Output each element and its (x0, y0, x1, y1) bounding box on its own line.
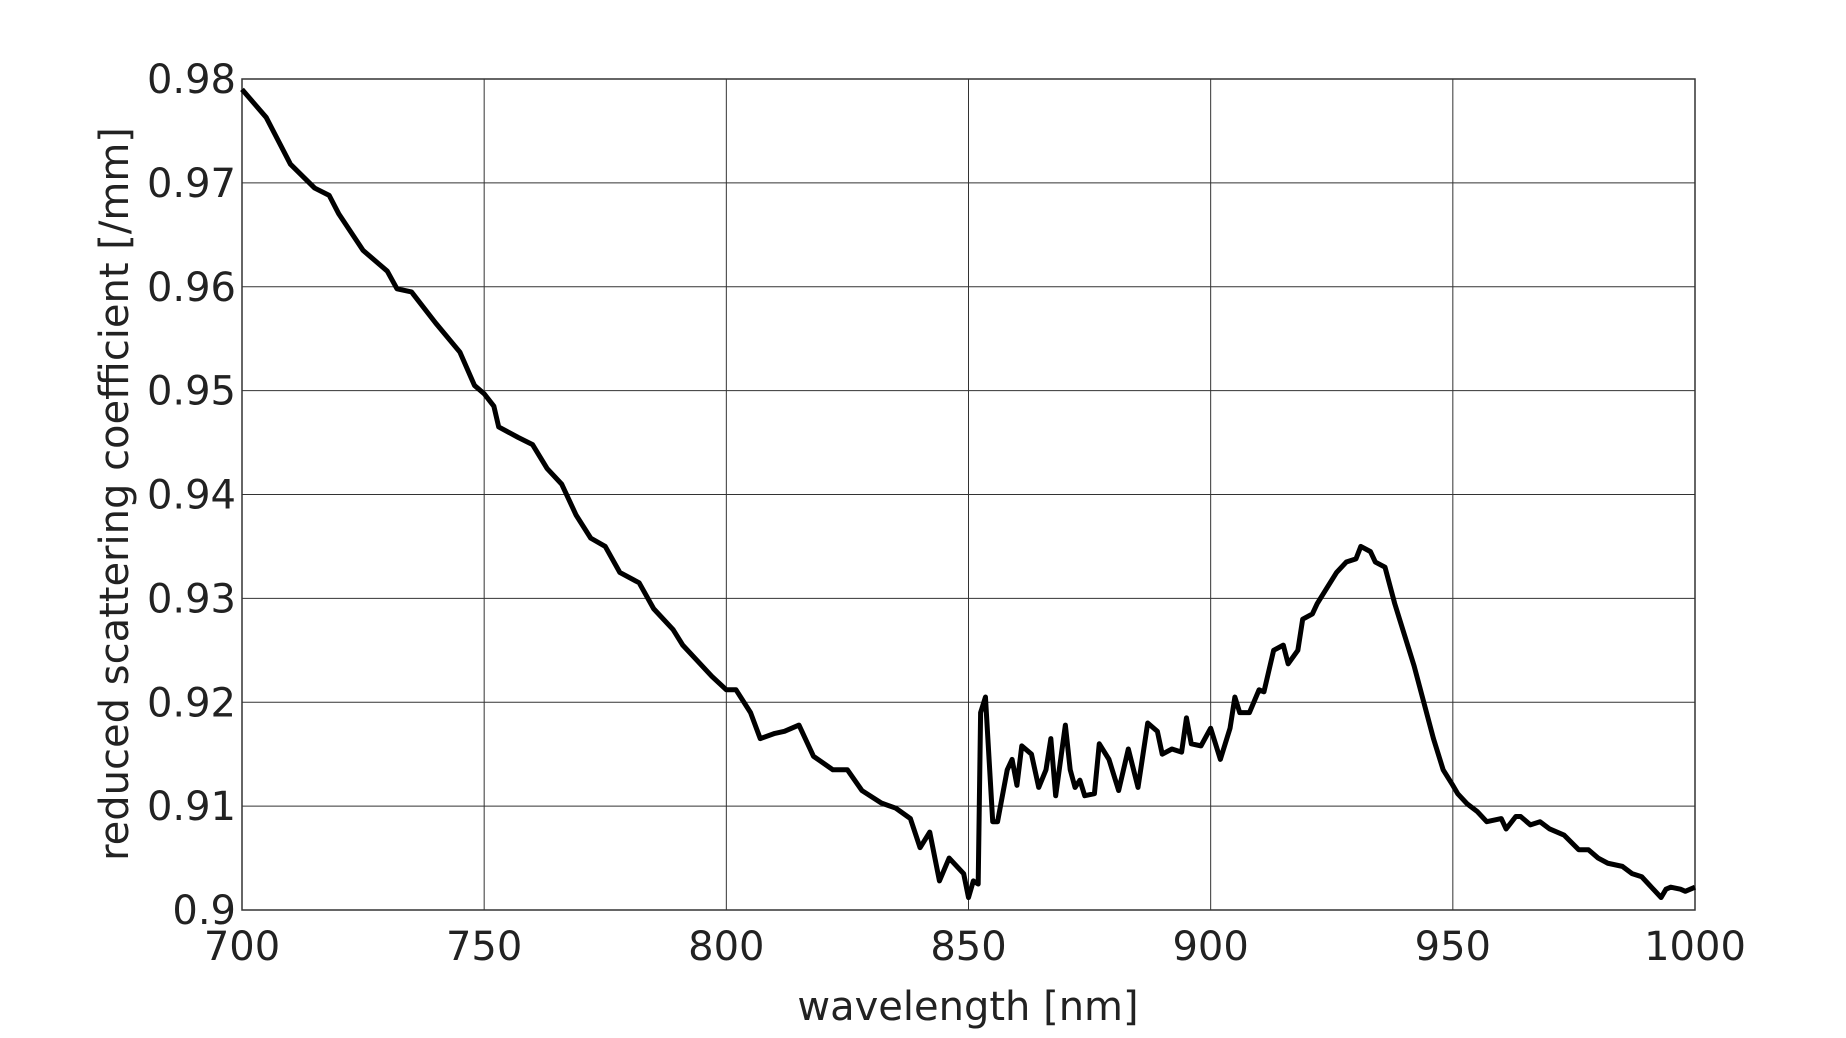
x-tick-label: 750 (446, 924, 522, 970)
data-line (240, 87, 1696, 901)
y-tick-label: 0.97 (147, 161, 236, 207)
x-tick-label: 700 (204, 924, 280, 970)
y-tick-label: 0.92 (147, 680, 236, 726)
x-tick-label: 850 (930, 924, 1006, 970)
y-axis-label: reduced scattering coefficient [/mm] (92, 127, 138, 861)
y-tick-label: 0.98 (147, 57, 236, 103)
y-tick-label: 0.95 (147, 369, 236, 415)
y-tick-label: 0.94 (147, 473, 236, 519)
y-tick-label: 0.93 (147, 576, 236, 622)
x-tick-label: 1000 (1644, 924, 1746, 970)
plot-frame (241, 78, 1696, 911)
x-tick-label: 900 (1172, 924, 1248, 970)
x-axis-label: wavelength [nm] (797, 984, 1138, 1030)
x-tick-label: 950 (1415, 924, 1491, 970)
y-tick-label: 0.96 (147, 265, 236, 311)
y-tick-label: 0.91 (147, 784, 236, 830)
x-tick-label: 800 (688, 924, 764, 970)
y-tick-label: 0.9 (172, 888, 236, 934)
